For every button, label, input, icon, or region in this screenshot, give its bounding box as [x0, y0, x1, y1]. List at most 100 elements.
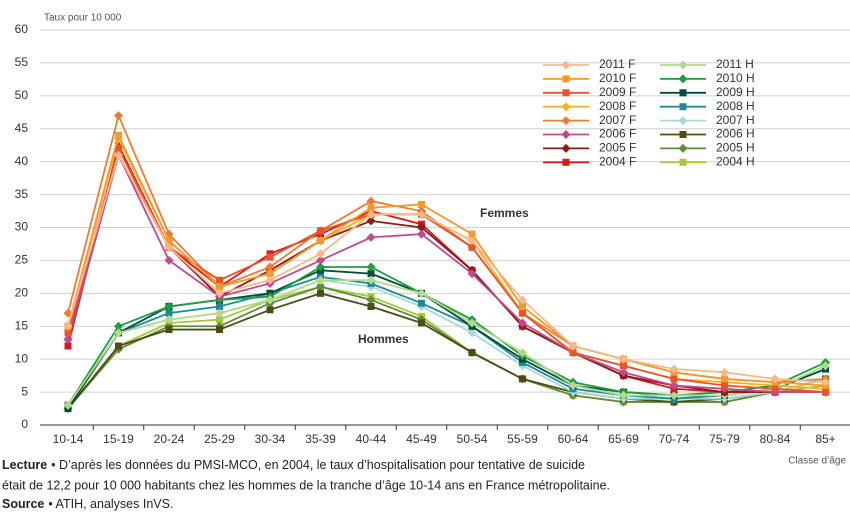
- legend-label: 2011 F: [599, 57, 635, 71]
- legend-label: 2011 H: [716, 57, 754, 71]
- footer-lecture-2: était de 12,2 pour 10 000 habitants chez…: [2, 478, 610, 492]
- marker: [568, 341, 578, 351]
- marker: [317, 227, 324, 235]
- marker: [619, 367, 628, 377]
- legend-marker: [561, 143, 571, 153]
- legend-label: 2005 F: [599, 141, 636, 155]
- marker: [669, 364, 679, 374]
- x-tick-label: 50-54: [457, 432, 488, 446]
- marker: [822, 388, 829, 396]
- marker: [165, 237, 173, 245]
- marker: [215, 288, 224, 298]
- marker: [620, 362, 627, 370]
- marker: [63, 334, 73, 344]
- marker: [467, 318, 477, 328]
- legend-marker: [561, 102, 571, 112]
- marker: [266, 306, 274, 314]
- legend-marker: [562, 158, 570, 166]
- marker: [669, 381, 679, 390]
- marker: [366, 209, 376, 219]
- marker: [418, 200, 425, 208]
- series-line: [67, 266, 826, 406]
- x-tick-label: 60-64: [558, 432, 589, 446]
- marker: [265, 295, 275, 305]
- marker: [519, 375, 526, 383]
- y-axis-label: Taux pour 10 000: [44, 13, 122, 24]
- marker: [114, 150, 123, 160]
- marker: [366, 262, 376, 272]
- marker: [216, 316, 223, 324]
- series-line: [67, 142, 826, 393]
- x-tick-label: 35-39: [305, 432, 336, 446]
- y-tick-label: 55: [15, 55, 29, 69]
- legend-label: 2004 F: [599, 154, 636, 168]
- x-tick-label: 80-84: [760, 432, 791, 446]
- marker: [518, 348, 527, 358]
- series-line: [67, 285, 826, 410]
- marker: [316, 282, 325, 292]
- marker: [115, 342, 122, 350]
- marker: [568, 381, 578, 390]
- marker: [670, 375, 678, 383]
- y-tick-label: 10: [15, 351, 29, 365]
- y-tick-label: 35: [15, 187, 29, 201]
- marker: [115, 145, 122, 152]
- marker: [265, 275, 275, 285]
- legend-marker: [678, 74, 688, 84]
- marker: [216, 326, 223, 334]
- marker: [316, 275, 325, 285]
- y-tick-label: 45: [15, 121, 29, 135]
- marker: [266, 270, 274, 278]
- marker: [164, 255, 174, 265]
- marker: [770, 374, 780, 384]
- source-label: Source: [2, 497, 44, 511]
- legend-label: 2006 H: [716, 127, 755, 141]
- legend-label: 2008 H: [716, 99, 755, 113]
- marker: [216, 276, 223, 284]
- footer-source: Source • ATIH, analyses InVS.: [2, 497, 173, 511]
- marker: [317, 289, 324, 297]
- marker: [367, 204, 375, 212]
- marker: [467, 236, 477, 246]
- marker: [115, 131, 122, 139]
- legend-marker: [679, 131, 687, 138]
- source-text: • ATIH, analyses InVS.: [48, 497, 173, 511]
- series-line: [67, 152, 826, 384]
- marker: [114, 111, 123, 121]
- series-line: [67, 292, 826, 410]
- marker: [366, 196, 376, 206]
- x-tick-label: 10-14: [53, 432, 84, 446]
- lecture-text: • D’après les données du PMSI-MCO, en 20…: [51, 458, 585, 472]
- lecture-label: Lecture: [2, 458, 47, 472]
- legend-label: 2010 H: [716, 71, 755, 85]
- legend-label: 2007 H: [716, 113, 755, 127]
- legend-label: 2009 H: [716, 85, 755, 99]
- legend-label: 2009 F: [599, 85, 636, 99]
- marker: [468, 243, 476, 251]
- marker: [821, 377, 830, 387]
- marker: [418, 299, 425, 307]
- x-axis-label: Classe d’âge: [788, 456, 846, 467]
- y-tick-label: 25: [15, 253, 29, 267]
- legend-label: 2004 H: [716, 154, 755, 168]
- y-tick-label: 60: [15, 22, 29, 36]
- marker: [63, 400, 73, 410]
- marker: [771, 385, 779, 393]
- x-tick-label: 75-79: [709, 432, 740, 446]
- legend-marker: [562, 75, 570, 83]
- legend-label: 2010 F: [599, 71, 636, 85]
- marker: [164, 315, 174, 325]
- marker: [518, 295, 527, 305]
- footer-lecture: Lecture • D’après les données du PMSI-MCO…: [2, 458, 585, 472]
- marker: [418, 319, 425, 327]
- marker: [216, 283, 223, 291]
- marker: [468, 349, 476, 357]
- marker: [165, 309, 173, 317]
- marker: [467, 328, 477, 338]
- y-tick-label: 30: [15, 220, 29, 234]
- y-tick-label: 0: [21, 417, 28, 431]
- series-line: [67, 136, 826, 390]
- marker: [216, 303, 223, 310]
- legend-marker: [678, 60, 688, 70]
- marker: [367, 270, 375, 278]
